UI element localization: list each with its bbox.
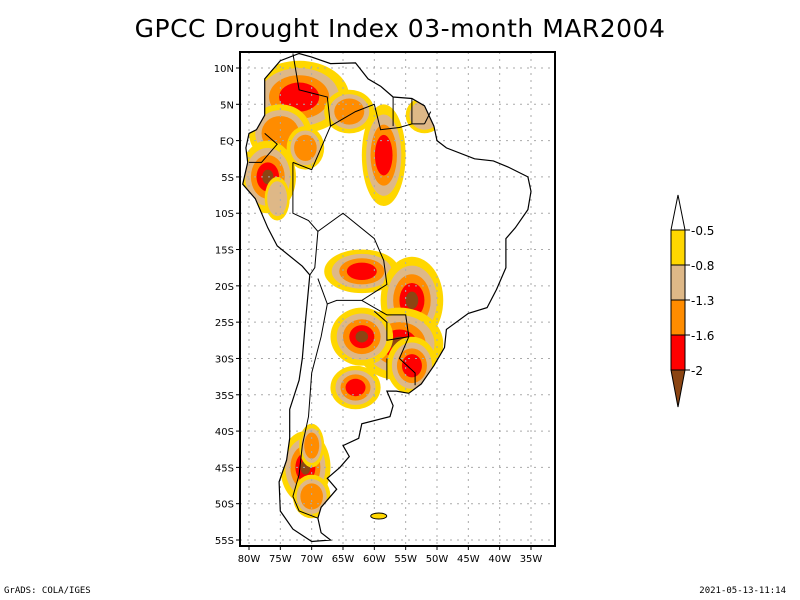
country-border bbox=[292, 53, 332, 171]
colorbar-swatch bbox=[670, 334, 686, 371]
y-tick-label: 10N bbox=[214, 64, 234, 75]
y-tick-label: 55S bbox=[215, 536, 234, 547]
colorbar-label: -1.6 bbox=[691, 329, 714, 343]
drought-area-level-2 bbox=[409, 100, 440, 130]
drought-fill-group bbox=[242, 60, 444, 519]
map-frame bbox=[239, 51, 556, 547]
drought-area-level-3 bbox=[294, 134, 317, 161]
country-border bbox=[317, 212, 388, 305]
y-tick-label: 5S bbox=[221, 173, 234, 184]
country-border bbox=[292, 303, 328, 519]
x-tick-label: 45W bbox=[457, 554, 480, 565]
y-tick-label: 45S bbox=[215, 463, 234, 474]
grid-layer bbox=[240, 52, 555, 546]
colorbar-legend: -0.5 -0.8 -1.3 -1.6 -2 bbox=[670, 194, 714, 408]
y-tick-label: 10S bbox=[215, 209, 234, 220]
drought-area-level-5 bbox=[405, 291, 419, 310]
drought-area-level-3 bbox=[334, 98, 365, 125]
drought-area-level-2 bbox=[267, 181, 288, 217]
y-tick-label: 35S bbox=[215, 391, 234, 402]
x-tick-label: 65W bbox=[332, 554, 355, 565]
country-border bbox=[249, 133, 278, 163]
y-tick-label: 30S bbox=[215, 354, 234, 365]
colorbar-label: -1.3 bbox=[691, 294, 714, 308]
x-tick-label: 75W bbox=[269, 554, 292, 565]
y-tick-label: 25S bbox=[215, 318, 234, 329]
x-tick-label: 80W bbox=[238, 554, 261, 565]
x-axis: 80W 75W 70W 65W 60W 55W 50W 45W 40W 35W bbox=[238, 546, 543, 565]
colorbar-swatch bbox=[670, 264, 686, 301]
footer-credit: GrADS: COLA/IGES bbox=[4, 586, 91, 596]
colorbar-bottom-arrow bbox=[670, 369, 686, 408]
y-axis: 10N 5N EQ 5S 10S 15S 20S 25S 30S 35S 40S 45S 50S 55S bbox=[214, 64, 240, 547]
drought-area-level-3 bbox=[300, 483, 323, 510]
drought-area-level-4 bbox=[401, 354, 422, 378]
y-tick-label: 20S bbox=[215, 282, 234, 293]
country-border bbox=[424, 111, 432, 125]
falkland-islands bbox=[370, 512, 388, 520]
drought-fill-layer bbox=[242, 60, 444, 519]
y-tick-label: 50S bbox=[215, 500, 234, 511]
colorbar-label: -0.5 bbox=[691, 224, 714, 238]
y-tick-label: 15S bbox=[215, 246, 234, 257]
colorbar-swatch bbox=[670, 229, 686, 266]
colorbar-top-arrow bbox=[670, 194, 686, 231]
x-tick-label: 70W bbox=[300, 554, 323, 565]
country-borders-layer bbox=[242, 52, 532, 543]
chart-title: GPCC Drought Index 03-month MAR2004 bbox=[134, 14, 666, 43]
x-tick-label: 40W bbox=[488, 554, 511, 565]
x-tick-label: 60W bbox=[363, 554, 386, 565]
colorbar-label: -0.8 bbox=[691, 259, 714, 273]
drought-area-level-4 bbox=[374, 134, 393, 176]
x-tick-label: 35W bbox=[520, 554, 543, 565]
colorbar-label: -2 bbox=[691, 364, 703, 378]
x-tick-label: 50W bbox=[426, 554, 449, 565]
footer-timestamp: 2021-05-13-11:14 bbox=[699, 586, 786, 596]
continent-coastline bbox=[242, 52, 532, 543]
y-tick-label: EQ bbox=[220, 137, 234, 148]
y-tick-label: 5N bbox=[220, 100, 234, 111]
colorbar-swatch bbox=[670, 299, 686, 336]
country-border bbox=[398, 336, 416, 386]
drought-area-level-4 bbox=[345, 378, 366, 397]
country-border bbox=[292, 162, 319, 276]
x-tick-label: 55W bbox=[394, 554, 417, 565]
drought-area-level-5 bbox=[355, 330, 369, 343]
drought-area-level-4 bbox=[346, 262, 377, 281]
y-tick-label: 40S bbox=[215, 427, 234, 438]
